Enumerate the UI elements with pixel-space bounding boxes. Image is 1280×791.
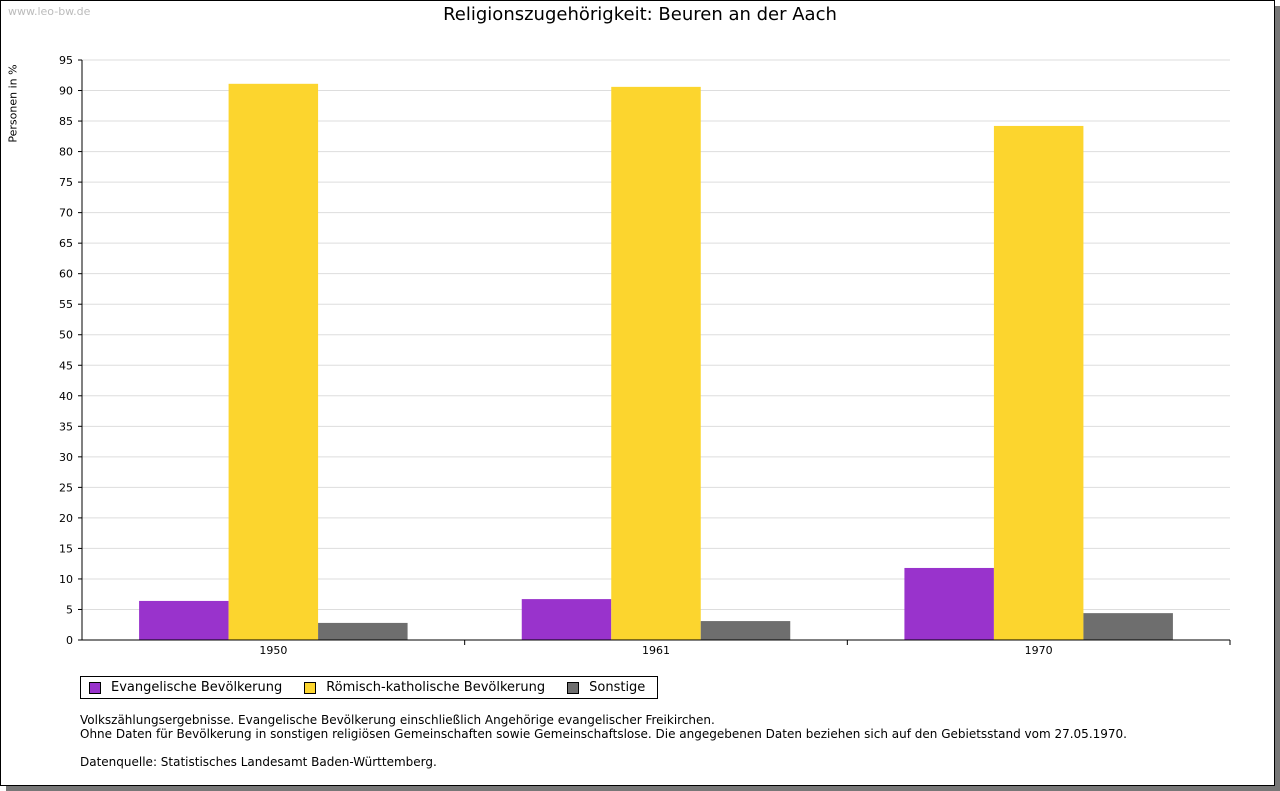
legend-label: Evangelische Bevölkerung [111, 680, 283, 695]
x-tick-label: 1961 [642, 644, 670, 657]
y-tick-label: 70 [59, 207, 73, 220]
watermark: www.leo-bw.de [8, 5, 91, 18]
legend-label: Sonstige [589, 680, 646, 695]
y-tick-label: 25 [59, 481, 73, 494]
legend-item-evangelisch: Evangelische Bevölkerung [89, 680, 282, 695]
bar-chart: 0 5 10 15 20 25 30 35 40 45 50 55 60 65 70 75 80 85 90 95 19… [59, 54, 1231, 657]
bar-1950-0 [139, 600, 229, 640]
bar-1950-2 [318, 622, 408, 640]
bar-1970-0 [904, 567, 994, 640]
y-tick-label: 60 [59, 268, 73, 281]
y-tick-label: 90 [59, 85, 73, 98]
legend-swatch [567, 681, 580, 694]
legend: Evangelische Bevölkerung Römisch-katholi… [80, 676, 659, 699]
chart-title: Religionszugehörigkeit: Beuren an der Aa… [443, 4, 837, 25]
y-tick-label: 65 [59, 237, 73, 250]
y-tick-label: 55 [59, 298, 73, 311]
footnotes: Volkszählungsergebnisse. Evangelische Be… [80, 713, 1127, 769]
y-tick-label: 85 [59, 115, 73, 128]
source-line: Datenquelle: Statistisches Landesamt Bad… [80, 755, 437, 769]
y-tick-label: 50 [59, 329, 73, 342]
y-tick-label: 45 [59, 359, 73, 372]
bar-1970-1 [993, 125, 1084, 641]
bar-1961-2 [700, 621, 791, 640]
legend-label: Römisch-katholische Bevölkerung [326, 680, 546, 695]
legend-swatch [89, 681, 101, 694]
legend-item-katholisch: Römisch-katholische Bevölkerung [304, 680, 545, 695]
x-tick-label: 1950 [259, 644, 287, 657]
legend-item-sonstige: Sonstige [567, 680, 645, 695]
note-line: Volkszählungsergebnisse. Evangelische Be… [80, 713, 715, 727]
note-line: Ohne Daten für Bevölkerung in sonstigen … [80, 727, 1127, 741]
bar-1970-2 [1083, 613, 1173, 640]
bar-1961-0 [521, 599, 612, 640]
y-tick-label: 40 [59, 390, 73, 403]
bar-1961-1 [611, 86, 701, 640]
y-tick-label: 75 [59, 176, 73, 189]
y-tick-label: 30 [59, 451, 73, 464]
bar-1950-1 [228, 83, 319, 640]
y-tick-label: 5 [66, 603, 73, 616]
x-tick-label: 1970 [1025, 644, 1053, 657]
y-tick-label: 0 [66, 634, 73, 647]
y-tick-label: 15 [59, 542, 73, 555]
y-tick-label: 35 [59, 420, 73, 433]
y-tick-label: 80 [59, 146, 73, 159]
legend-swatch [304, 681, 317, 694]
y-tick-label: 95 [59, 54, 73, 67]
note-line [80, 741, 1127, 755]
y-tick-label: 20 [59, 512, 73, 525]
y-tick-label: 10 [59, 573, 73, 586]
